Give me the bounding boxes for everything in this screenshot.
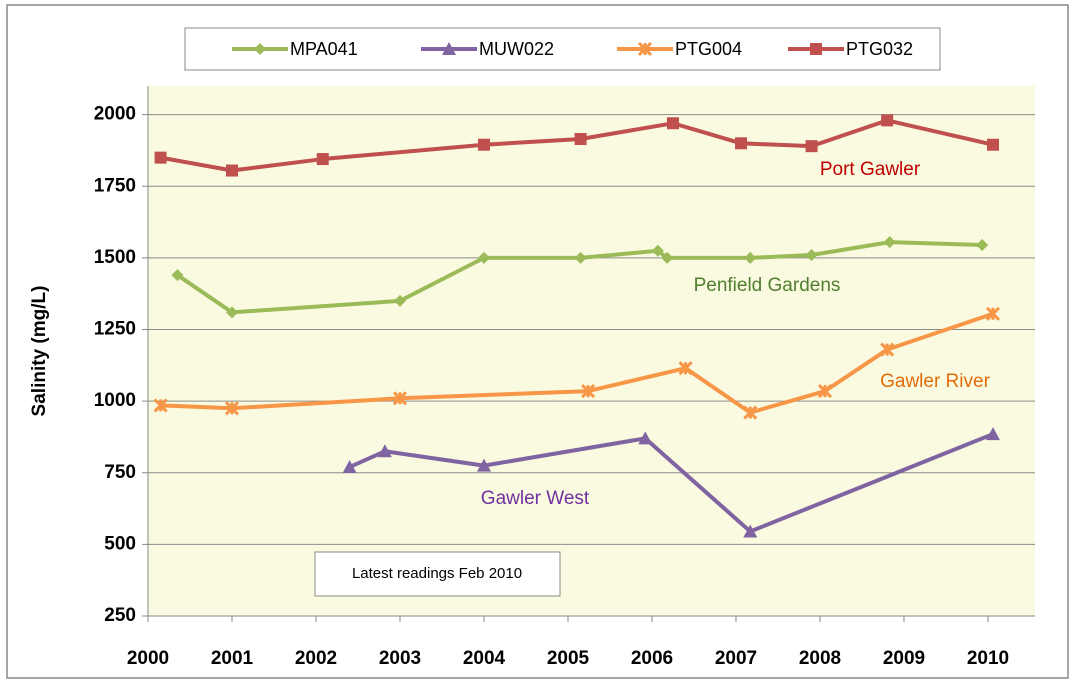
legend-label: PTG032 [846,39,913,59]
marker [581,384,596,399]
legend-marker [810,43,822,55]
marker [477,138,490,151]
x-tick-label: 2008 [799,648,841,669]
y-tick-label: 1500 [94,247,136,268]
y-axis-label: Salinity (mg/L) [29,286,50,417]
y-tick-label: 1250 [94,319,136,340]
marker [316,153,329,166]
marker [744,251,757,264]
annotation: Penfield Gardens [694,275,841,296]
x-tick-label: 2009 [883,648,925,669]
y-tick-label: 750 [104,462,136,483]
marker [805,249,818,262]
x-tick-label: 2005 [547,648,590,669]
y-tick-label: 500 [104,533,136,554]
marker [881,114,894,127]
marker [743,524,758,538]
marker [392,391,408,406]
annotation: Latest readings Feb 2010 [352,565,522,582]
marker [476,458,491,472]
x-tick-label: 2001 [211,648,254,669]
marker [574,133,587,145]
marker [743,405,758,420]
y-tick-label: 250 [104,605,136,626]
marker [880,342,895,357]
legend-marker [637,41,653,57]
y-tick-label: 2000 [94,104,136,125]
annotation: Port Gawler [820,159,921,180]
legend-marker [254,43,266,55]
marker [153,398,168,413]
legend-marker [442,42,456,55]
marker [171,269,184,282]
marker [393,294,406,307]
x-tick-label: 2000 [127,648,169,669]
marker [735,137,748,150]
marker [651,244,664,257]
marker [987,138,1000,151]
y-tick-label: 1750 [94,175,136,196]
legend-label: PTG004 [675,39,742,59]
x-tick-label: 2007 [715,648,757,669]
marker [574,251,587,264]
marker [985,306,1001,321]
marker [976,239,989,251]
marker [805,140,818,153]
marker [154,151,167,164]
x-tick-label: 2002 [295,648,337,669]
marker [817,384,833,399]
annotation: Gawler West [481,488,590,509]
annotation: Gawler River [880,371,990,392]
marker [225,306,238,319]
x-tick-label: 2003 [379,648,421,669]
x-tick-label: 2006 [631,648,673,669]
marker [224,401,240,416]
marker [661,251,674,264]
marker [342,460,357,474]
marker [377,444,392,458]
marker [638,431,653,445]
marker [477,251,490,264]
x-tick-label: 2004 [463,648,506,669]
marker [225,164,238,177]
marker [678,361,693,376]
y-tick-label: 1000 [94,390,136,411]
annotation-box [314,551,561,597]
x-tick-label: 2010 [967,648,1009,669]
series-line [348,432,994,534]
marker [883,236,896,249]
series-line [160,118,994,173]
legend-label: MUW022 [479,39,554,59]
marker [666,117,679,130]
legend-label: MPA041 [290,39,358,59]
marker [986,427,1001,441]
